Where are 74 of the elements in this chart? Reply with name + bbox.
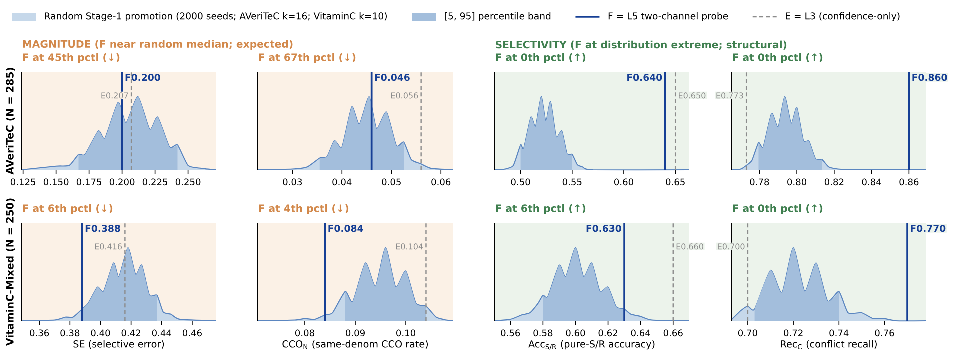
x-axis-title: Acc$_{S/R}$ (pure-S/R accuracy) (528, 340, 655, 350)
x-tick-label: 0.03 (283, 178, 302, 186)
ref-line-label: E0.660 (676, 244, 704, 250)
ref-line-label: E0.104 (396, 244, 424, 250)
x-tick-label: 0.175 (76, 178, 102, 186)
x-tick-label: 0.78 (750, 178, 770, 186)
x-tick-label: 0.36 (30, 330, 50, 337)
x-tick-label: 0.62 (598, 330, 618, 337)
chart-title: F at 0th pctl (↑) (496, 53, 586, 64)
x-tick-label: 0.125 (10, 178, 36, 186)
x-tick-label: 0.66 (664, 330, 683, 337)
x-tick-label: 0.74 (830, 330, 849, 337)
x-tick-label: 0.10 (396, 330, 416, 337)
chart-title: F at 0th pctl (↑) (733, 53, 823, 64)
x-tick-label: 0.76 (875, 330, 894, 337)
x-axis-title: CCO$_{N}$ (same-denom CCO rate) (282, 340, 428, 350)
x-tick-label: 0.60 (614, 178, 634, 186)
chart-title: F at 6th pctl (↑) (496, 204, 586, 214)
y-axis-title: VitaminC-Mixed (N = 250) (6, 198, 16, 346)
text: E = L3 (confidence-only) (786, 12, 900, 22)
x-tick-label: 0.58 (534, 330, 553, 337)
x-tick-label: 0.08 (296, 330, 314, 337)
x-tick-label: 0.84 (862, 178, 882, 186)
ref-line-label: F0.860 (912, 74, 948, 82)
x-axis-title: Rec$_{C}$ (conflict recall) (781, 340, 877, 350)
ref-line-label: F0.084 (328, 225, 364, 232)
x-axis-title: SE (selective error) (74, 340, 164, 349)
x-tick-label: 0.38 (60, 330, 80, 337)
ref-line-label: E0.700 (718, 244, 745, 250)
ref-line-label: E0.650 (679, 92, 706, 99)
ref-line-label: F0.200 (126, 74, 160, 82)
x-tick-label: 0.225 (142, 178, 168, 186)
x-tick-label: 0.44 (152, 330, 172, 337)
chart-title: F at 4th pctl (↓) (259, 204, 349, 214)
y-axis-title: AVeriTeC (N = 285) (6, 68, 16, 175)
chart-title: F at 45th pctl (↓) (23, 53, 120, 64)
x-tick-label: 0.70 (738, 330, 758, 337)
ref-line-label: F0.640 (628, 74, 662, 82)
legend-label: Random Stage-1 promotion (2000 seeds; AVeriTeC k=16; VitaminC k=10) (45, 12, 387, 22)
x-tick-label: 0.72 (784, 330, 803, 337)
chart-title: F at 0th pctl (↑) (733, 204, 823, 214)
x-tick-label: 0.82 (824, 178, 844, 186)
x-tick-label: 0.56 (501, 330, 520, 337)
chart-title: F at 67th pctl (↓) (259, 53, 356, 64)
chart-title: F at 6th pctl (↓) (23, 204, 113, 214)
x-tick-label: 0.64 (631, 330, 650, 337)
x-tick-label: 0.86 (900, 178, 919, 186)
x-tick-label: 0.09 (346, 330, 365, 337)
ref-line-label: F0.630 (586, 225, 622, 232)
x-tick-label: 0.60 (566, 330, 586, 337)
chart-subtitle: SELECTIVITY (F at distribution extreme; structural) (496, 40, 787, 50)
x-tick-label: 0.50 (511, 178, 530, 186)
x-tick-label: 0.46 (182, 330, 202, 337)
ref-line-label: F0.046 (375, 74, 410, 82)
x-tick-label: 0.80 (788, 178, 807, 186)
x-tick-label: 0.200 (110, 178, 135, 186)
x-tick-label: 0.06 (432, 178, 451, 186)
x-tick-label: 0.250 (176, 178, 201, 186)
ref-line-label: F0.770 (911, 225, 946, 232)
ref-line-label: F0.388 (86, 225, 120, 232)
ref-line-label: E0.416 (95, 244, 122, 250)
legend-label: [5, 95] percentile band (445, 12, 551, 22)
ref-line-label: E0.773 (716, 92, 744, 99)
x-tick-label: 0.65 (666, 178, 685, 186)
x-tick-label: 0.40 (91, 330, 110, 337)
x-tick-label: 0.55 (562, 178, 582, 186)
x-tick-label: 0.150 (44, 178, 69, 186)
ref-line-label: E0.207 (102, 92, 128, 99)
x-tick-label: 0.05 (382, 178, 401, 186)
x-tick-label: 0.04 (332, 178, 352, 186)
x-tick-label: 0.42 (122, 330, 141, 337)
ref-line-label: E0.056 (392, 92, 418, 99)
chart-subtitle: MAGNITUDE (F near random median; expected) (23, 40, 293, 50)
text: F = L5 two-channel probe (608, 12, 728, 22)
